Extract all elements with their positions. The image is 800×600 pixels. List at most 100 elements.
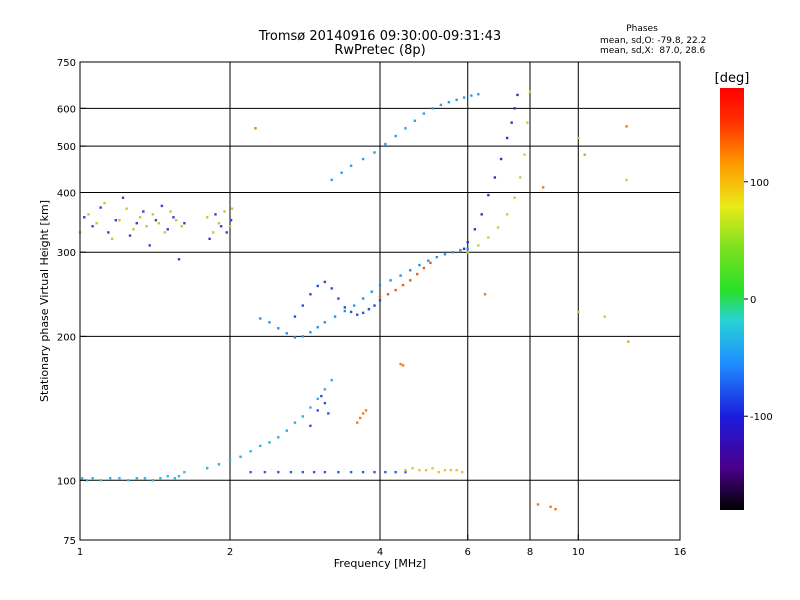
echo-point (301, 415, 305, 418)
echo-point (409, 269, 412, 272)
echo-point (309, 331, 312, 334)
echo-point (114, 219, 118, 222)
echo-point (172, 216, 175, 219)
echo-point (404, 470, 407, 474)
echo-point (135, 222, 138, 225)
echo-point (343, 306, 347, 309)
echo-point (254, 127, 257, 130)
echo-point (355, 313, 359, 316)
echo-point (477, 244, 480, 247)
echo-point (148, 244, 151, 247)
phases-header: Phases (626, 24, 658, 34)
chart-title: Tromsø 20140916 09:30:00-09:31:43 (258, 29, 501, 44)
echo-point (361, 297, 365, 300)
colorbar (720, 88, 744, 510)
echo-point (228, 225, 232, 228)
echo-point (358, 416, 362, 420)
echo-point (180, 225, 183, 228)
colorbar-tick-label: 0 (750, 295, 756, 306)
echo-point (183, 222, 186, 225)
echo-point (352, 304, 356, 307)
echo-point (125, 207, 128, 210)
echo-point (455, 468, 458, 472)
echo-point (496, 226, 500, 229)
echo-point (205, 216, 209, 219)
echo-point (121, 196, 125, 199)
points-layer (78, 90, 630, 511)
echo-point (455, 98, 458, 102)
grid-layer (80, 62, 680, 540)
echo-point (277, 470, 280, 474)
echo-point (349, 470, 353, 474)
echo-point (118, 219, 121, 222)
echo-point (142, 210, 145, 213)
echo-point (422, 112, 426, 115)
echo-point (127, 479, 130, 482)
echo-point (323, 321, 327, 324)
echo-point (323, 401, 327, 405)
echo-point (285, 332, 288, 335)
echo-point (154, 219, 158, 222)
echo-point (330, 178, 333, 182)
echo-point (364, 409, 368, 412)
echo-point (323, 388, 327, 391)
echo-point (466, 247, 469, 250)
echo-point (249, 470, 252, 474)
colorbar-tick-label: -100 (750, 412, 773, 423)
echo-point (99, 479, 102, 482)
echo-point (349, 164, 353, 167)
echo-point (143, 477, 147, 480)
echo-point (340, 171, 343, 174)
echo-point (399, 274, 402, 277)
phases-line-o: mean, sd,O: -79.8, 22.2 (600, 36, 706, 46)
colorbar-ticks: 100 0 -100 (744, 178, 773, 423)
y-tick-label: 300 (57, 248, 76, 259)
echo-point (330, 287, 333, 290)
echo-point (259, 317, 262, 320)
echo-point (394, 134, 397, 138)
echo-point (431, 466, 434, 470)
echo-point (399, 362, 402, 366)
echo-point (510, 121, 513, 124)
echo-point (577, 310, 580, 314)
echo-point (316, 409, 319, 412)
x-axis-label: Frequency [MHz] (334, 557, 426, 570)
echo-point (128, 234, 132, 237)
echo-point (83, 216, 86, 219)
echo-point (217, 222, 221, 225)
echo-point (466, 240, 469, 244)
echo-point (505, 136, 509, 140)
echo-point (418, 468, 421, 472)
echo-point (159, 477, 162, 480)
ticks-layer: 1 2 4 6 8 10 16 75 100 200 300 400 500 600 750 (57, 58, 686, 558)
echo-point (418, 263, 421, 267)
echo-point (289, 470, 293, 474)
echo-point (549, 505, 552, 509)
echo-point (577, 136, 580, 140)
echo-point (285, 429, 288, 432)
y-tick-label: 100 (57, 476, 76, 487)
echo-point (277, 327, 280, 330)
echo-point (373, 151, 376, 154)
echo-point (85, 479, 88, 482)
echo-point (513, 107, 516, 110)
echo-point (333, 315, 337, 318)
echo-point (411, 466, 414, 470)
echo-point (228, 459, 232, 462)
x-tick-label: 6 (465, 547, 471, 558)
echo-point (151, 479, 155, 482)
echo-point (516, 93, 519, 97)
echo-point (449, 468, 453, 472)
echo-point (229, 219, 233, 222)
echo-point (487, 236, 490, 239)
y-tick-label: 200 (57, 332, 76, 343)
echo-point (343, 309, 347, 313)
echo-point (431, 107, 434, 110)
x-tick-label: 8 (527, 547, 533, 558)
echo-point (389, 279, 392, 282)
echo-point (523, 153, 526, 156)
echo-point (323, 470, 327, 474)
echo-point (316, 326, 319, 329)
echo-point (361, 470, 365, 474)
echo-point (625, 178, 628, 182)
